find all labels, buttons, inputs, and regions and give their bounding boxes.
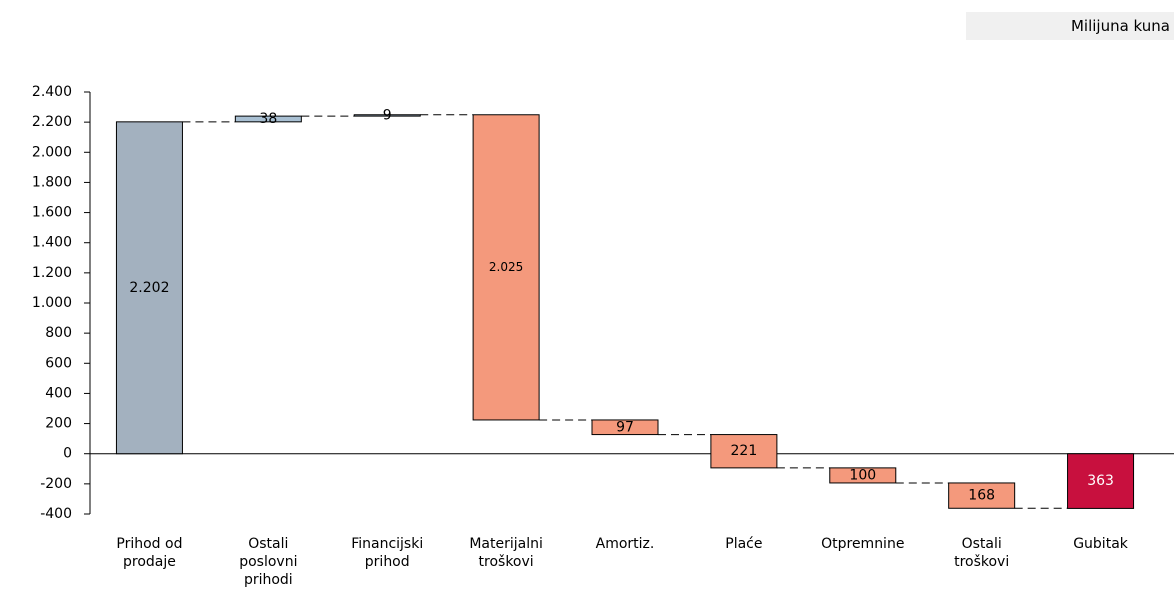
bar bbox=[234, 115, 302, 123]
value-label: 9 bbox=[383, 107, 392, 123]
y-tick-label: 0 bbox=[63, 446, 72, 462]
value-label: 100 bbox=[849, 467, 876, 483]
value-label: 2.202 bbox=[129, 280, 169, 296]
bar bbox=[353, 114, 421, 117]
y-tick-label: 200 bbox=[45, 416, 72, 432]
y-tick-label: 800 bbox=[45, 325, 72, 341]
y-tick-label: 1.800 bbox=[32, 174, 72, 190]
y-tick-label: 1.600 bbox=[32, 205, 72, 221]
bar bbox=[591, 419, 659, 436]
x-tick-label: Gubitak bbox=[1073, 536, 1129, 552]
value-label: 168 bbox=[968, 488, 995, 504]
value-label: 38 bbox=[259, 111, 277, 127]
bar bbox=[710, 434, 778, 469]
y-tick-label: 2.400 bbox=[32, 84, 72, 100]
y-tick-label: 1.400 bbox=[32, 235, 72, 251]
y-tick-label: 400 bbox=[45, 385, 72, 401]
y-tick-label: 2.200 bbox=[32, 114, 72, 130]
x-tick-label: Ostali poslovni prihodi bbox=[239, 536, 297, 588]
x-tick-label: Financijski prihod bbox=[351, 536, 423, 570]
x-tick-label: Materijalni troškovi bbox=[469, 536, 543, 570]
bar bbox=[1067, 453, 1135, 509]
bar bbox=[948, 482, 1016, 509]
value-label: 97 bbox=[616, 419, 634, 435]
x-tick-label: Ostali troškovi bbox=[954, 536, 1009, 570]
x-tick-label: Otpremnine bbox=[821, 536, 904, 552]
value-label: 221 bbox=[731, 443, 758, 459]
x-tick-label: Prihod od prodaje bbox=[116, 536, 182, 570]
bar bbox=[115, 121, 183, 455]
y-tick-label: 600 bbox=[45, 355, 72, 371]
x-tick-label: Plaće bbox=[725, 536, 762, 552]
value-label: 2.025 bbox=[489, 260, 523, 274]
bar bbox=[472, 114, 540, 421]
unit-label: Milijuna kuna bbox=[966, 12, 1174, 40]
x-tick-label: Amortiz. bbox=[596, 536, 655, 552]
y-tick-label: 2.000 bbox=[32, 144, 72, 160]
bar bbox=[829, 467, 897, 484]
value-label: 363 bbox=[1087, 473, 1114, 489]
y-tick-label: -200 bbox=[40, 476, 72, 492]
y-tick-label: -400 bbox=[40, 506, 72, 522]
y-tick-label: 1.200 bbox=[32, 265, 72, 281]
y-tick-label: 1.000 bbox=[32, 295, 72, 311]
